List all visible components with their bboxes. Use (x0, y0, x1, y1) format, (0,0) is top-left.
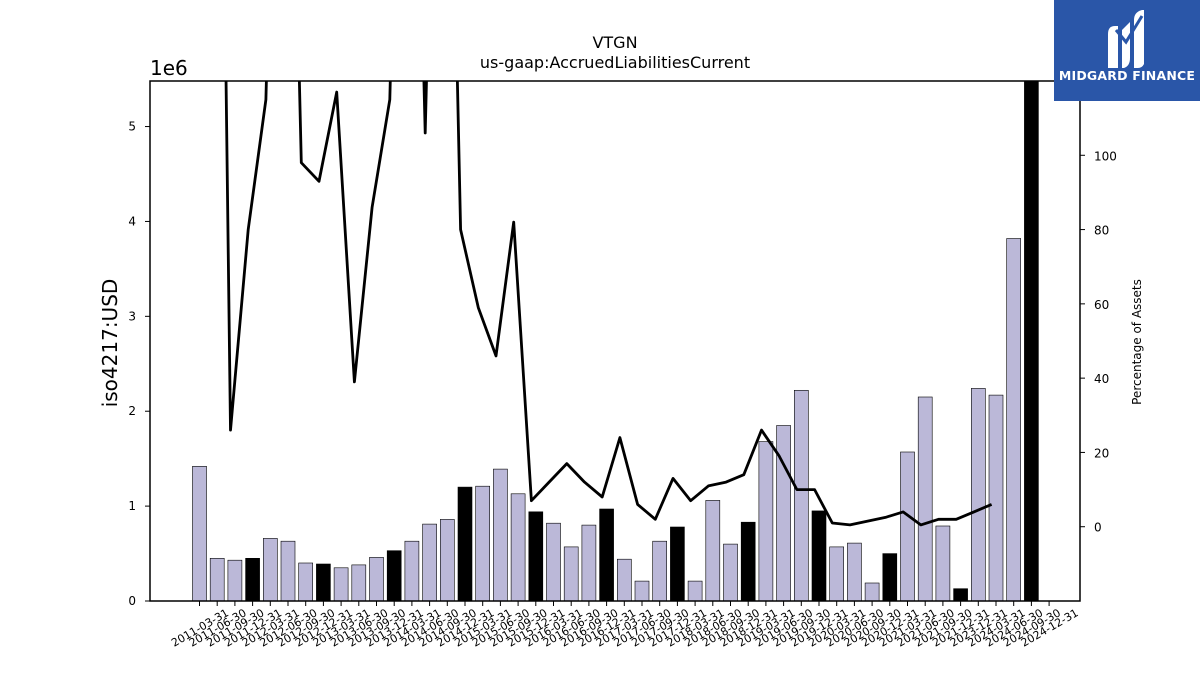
bar (227, 559, 243, 601)
y2-tick-label: 60 (1094, 298, 1109, 312)
x-axis: 2011-03-312011-06-302011-09-302011-12-31… (169, 601, 1081, 650)
bar (811, 510, 827, 601)
bar (351, 564, 367, 601)
bar (847, 542, 862, 601)
bar (723, 543, 738, 601)
chart-title: VTGN (592, 33, 637, 52)
bar (740, 521, 756, 601)
bar (616, 558, 632, 601)
y-tick-label: 1 (128, 499, 136, 513)
bar (705, 500, 721, 601)
midgard-m-icon (1108, 10, 1144, 68)
line-group (224, 81, 993, 527)
bar (634, 580, 650, 601)
bar (404, 540, 420, 601)
bar (457, 486, 473, 601)
bar (652, 540, 668, 601)
bar (917, 396, 933, 601)
bar (864, 582, 880, 601)
bar (758, 441, 774, 601)
bar (280, 540, 296, 601)
bar (776, 425, 791, 601)
bar (970, 388, 986, 601)
y2-tick-label: 100 (1094, 149, 1117, 163)
bar (209, 557, 225, 601)
bar (563, 546, 579, 601)
plot-frame (149, 80, 1081, 602)
bar (581, 524, 597, 601)
y-tick-label: 2 (128, 404, 136, 418)
y-tick-label: 4 (128, 214, 136, 228)
chart-subtitle: us-gaap:AccruedLiabilitiesCurrent (480, 53, 750, 72)
bar (687, 580, 703, 601)
bar (192, 465, 207, 601)
bar (333, 567, 349, 601)
y-axis: 0 1 2 3 4 5 (128, 120, 150, 608)
y-tick-label: 5 (128, 120, 136, 134)
y-offset-label: 1e6 (150, 56, 188, 80)
bar (528, 511, 544, 601)
bar (369, 557, 384, 601)
bar (900, 451, 915, 601)
brand-logo: MIDGARD FINANCE (1054, 0, 1200, 101)
bar (935, 525, 951, 601)
bar (793, 389, 809, 601)
bar (439, 519, 455, 601)
brand-name: MIDGARD FINANCE (1058, 68, 1196, 83)
y-tick-label: 0 (128, 594, 136, 608)
bar (475, 485, 491, 601)
bar (829, 546, 845, 601)
bar (422, 523, 437, 601)
y2-tick-label: 40 (1094, 372, 1109, 386)
bar (316, 563, 331, 601)
y-tick-label: 3 (128, 309, 136, 323)
bar (988, 394, 1004, 601)
bar (262, 538, 278, 601)
y2-axis-label: Percentage of Assets (1130, 279, 1144, 405)
bar (386, 550, 402, 601)
y2-tick-label: 0 (1094, 521, 1102, 535)
bar (1024, 81, 1039, 601)
y2-tick-label: 20 (1094, 446, 1109, 460)
percentage-line (224, 81, 993, 527)
y2-tick-label: 80 (1094, 224, 1109, 238)
bar (493, 468, 508, 601)
bar (245, 557, 260, 601)
bar (670, 526, 685, 601)
bar (599, 508, 614, 601)
bar (546, 522, 561, 601)
y2-axis: 0 20 40 60 80 100 (1080, 149, 1117, 535)
bar (953, 588, 968, 601)
bar (510, 493, 526, 601)
y-axis-label: iso4217:USD (98, 279, 122, 408)
bar (1006, 238, 1022, 601)
bar-group (192, 81, 1039, 601)
bar (298, 562, 314, 601)
bar (882, 553, 898, 601)
